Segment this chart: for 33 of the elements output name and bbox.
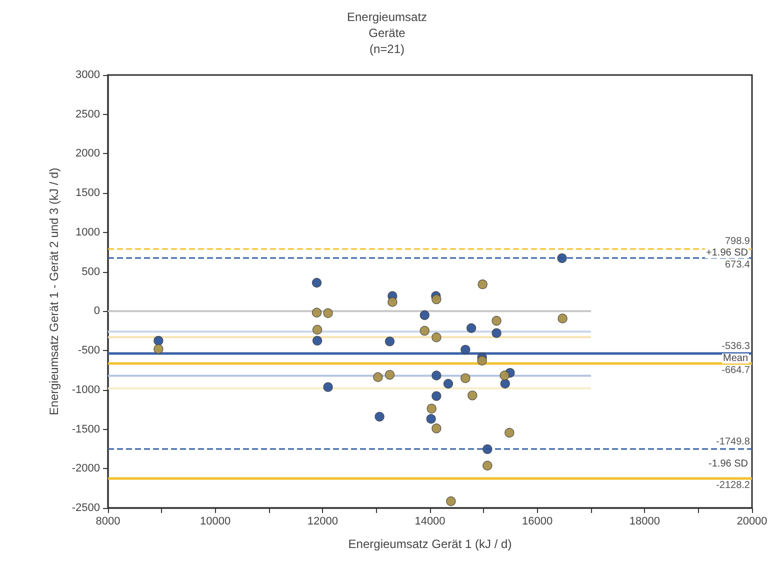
annotation: Mean (722, 352, 748, 364)
y-tick-label: 2000 (76, 148, 100, 160)
ref-line-label: 673.4 (724, 260, 750, 271)
ref-line-label: -1749.8 (716, 436, 750, 448)
chart-title: Energieumsatz (346, 10, 428, 24)
x-tick-label: 18000 (629, 516, 660, 528)
ref-line-label: -536.3 (722, 340, 750, 352)
x-tick-label: 12000 (307, 516, 338, 528)
y-tick-label: -2500 (72, 502, 100, 514)
x-tick-label: 8000 (96, 516, 120, 528)
y-axis-title: Energieumsatz Gerät 1 - Gerät 2 und 3 (kJ / d) (47, 168, 61, 416)
y-tick-label: 3000 (76, 69, 100, 81)
annotation: +1.96 SD (706, 248, 748, 259)
x-tick-label: 20000 (736, 516, 768, 528)
x-axis-title: Energieumsatz Gerät 1 (kJ / d) (348, 537, 512, 551)
y-tick-label: 2500 (76, 108, 100, 120)
x-tick-label: 14000 (414, 516, 446, 528)
x-tick-label: 10000 (200, 516, 231, 528)
y-tick-label: 1500 (76, 187, 100, 200)
y-tick-label: 0 (94, 305, 100, 318)
annotation: -1.96 SD (708, 458, 748, 470)
x-tick-label: 16000 (522, 516, 553, 528)
ref-line-label: -2128.2 (716, 480, 750, 492)
y-tick-label: -1000 (72, 384, 100, 396)
y-tick-label: -500 (78, 344, 100, 357)
y-tick-label: 500 (82, 266, 100, 278)
text: (n=21) (369, 42, 405, 56)
y-tick-label: -1500 (72, 423, 100, 436)
chart-subtitle: Geräte (368, 26, 406, 40)
y-tick-label: 1000 (76, 226, 100, 238)
y-tick-label: -2000 (72, 462, 100, 475)
ref-line-label: 798.9 (724, 236, 750, 247)
ref-line-label: -664.7 (722, 365, 750, 376)
